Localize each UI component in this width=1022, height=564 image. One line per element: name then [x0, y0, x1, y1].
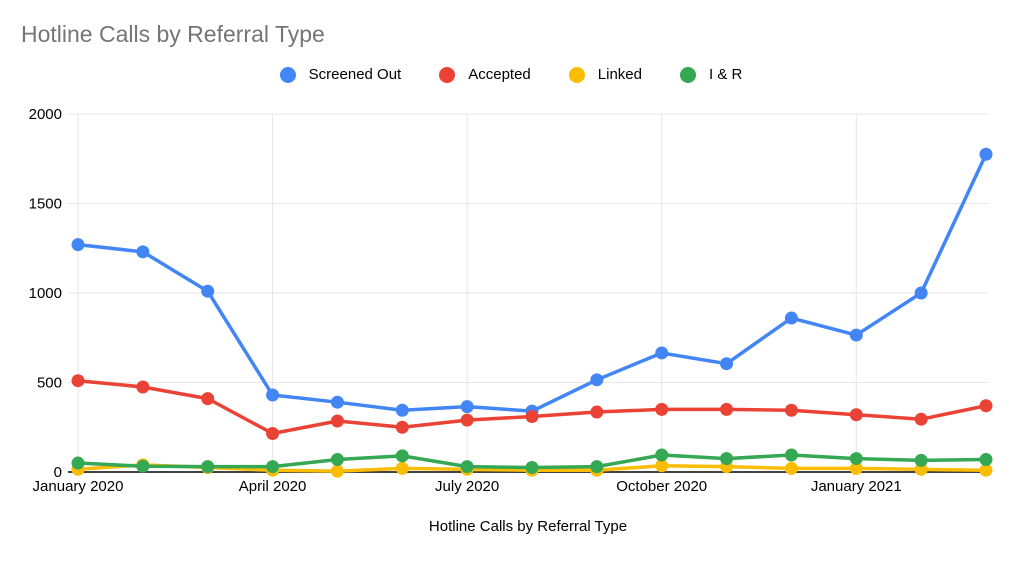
data-point-linked — [784, 461, 798, 475]
data-point-linked — [979, 463, 993, 477]
data-point-screened-out — [136, 245, 150, 259]
data-point-accepted — [720, 402, 734, 416]
legend-dot-linked-icon — [568, 66, 585, 83]
y-axis-tick-label: 1000 — [29, 285, 62, 302]
data-point-screened-out — [201, 284, 215, 298]
y-axis-tick-label: 0 — [54, 464, 62, 481]
legend-item-i-and-r: I & R — [679, 66, 743, 83]
x-axis-tick-label: January 2020 — [33, 478, 124, 495]
data-point-i-r — [71, 456, 85, 470]
y-axis-tick-label: 2000 — [29, 106, 62, 123]
legend-label: Screened Out — [308, 66, 402, 83]
data-point-screened-out — [266, 388, 280, 402]
data-point-accepted — [784, 403, 798, 417]
data-point-accepted — [266, 427, 280, 441]
data-point-accepted — [914, 412, 928, 426]
legend-dot-i-and-r-icon — [679, 66, 696, 83]
legend-label: I & R — [708, 66, 743, 83]
data-point-accepted — [330, 414, 344, 428]
data-point-accepted — [71, 374, 85, 388]
data-point-linked — [395, 461, 409, 475]
data-point-linked — [914, 462, 928, 476]
data-point-i-r — [136, 459, 150, 473]
legend-item-screened-out: Screened Out — [279, 66, 402, 83]
legend-item-accepted: Accepted — [439, 66, 531, 83]
data-point-accepted — [849, 408, 863, 422]
legend-label: Linked — [597, 66, 642, 83]
data-point-screened-out — [330, 395, 344, 409]
legend-dot-screened-out-icon — [279, 66, 296, 83]
data-point-i-r — [201, 460, 215, 474]
data-point-accepted — [979, 399, 993, 413]
y-axis-tick-label: 500 — [37, 375, 62, 392]
data-point-linked — [655, 459, 669, 473]
series-line-screened-out — [76, 152, 988, 413]
data-point-i-r — [525, 461, 539, 475]
data-point-accepted — [395, 420, 409, 434]
data-point-screened-out — [590, 373, 604, 387]
data-point-screened-out — [460, 400, 474, 414]
data-point-accepted — [655, 402, 669, 416]
data-point-accepted — [590, 405, 604, 419]
legend: Screened Out Accepted Linked I & R — [0, 66, 1022, 83]
data-point-i-r — [460, 460, 474, 474]
data-point-screened-out — [784, 311, 798, 325]
data-point-i-r — [914, 453, 928, 467]
data-point-linked — [849, 461, 863, 475]
data-point-i-r — [979, 452, 993, 466]
chart-title: Hotline Calls by Referral Type — [21, 21, 325, 47]
x-axis-tick-label: April 2020 — [239, 478, 307, 495]
data-point-i-r — [266, 460, 280, 474]
data-point-i-r — [655, 448, 669, 462]
data-point-linked — [330, 464, 344, 478]
data-point-accepted — [460, 413, 474, 427]
x-axis-tick-label: July 2020 — [435, 478, 499, 495]
y-axis-tick-label: 1500 — [29, 196, 62, 213]
data-point-screened-out — [71, 238, 85, 252]
data-point-screened-out — [979, 147, 993, 161]
x-axis-tick-label: January 2021 — [811, 478, 902, 495]
data-point-i-r — [784, 448, 798, 462]
data-point-screened-out — [849, 328, 863, 342]
data-point-i-r — [720, 452, 734, 466]
data-point-screened-out — [395, 403, 409, 417]
data-point-screened-out — [720, 357, 734, 371]
data-point-screened-out — [655, 346, 669, 360]
data-point-i-r — [330, 452, 344, 466]
legend-label: Accepted — [468, 66, 531, 83]
x-axis-title: Hotline Calls by Referral Type — [429, 518, 627, 535]
data-point-i-r — [590, 460, 604, 474]
data-point-accepted — [201, 392, 215, 406]
data-point-i-r — [849, 452, 863, 466]
data-point-i-r — [395, 449, 409, 463]
data-point-accepted — [525, 410, 539, 424]
x-axis-tick-label: October 2020 — [616, 478, 707, 495]
legend-dot-accepted-icon — [439, 66, 456, 83]
legend-item-linked: Linked — [568, 66, 642, 83]
data-point-accepted — [136, 380, 150, 394]
data-point-screened-out — [914, 286, 928, 300]
